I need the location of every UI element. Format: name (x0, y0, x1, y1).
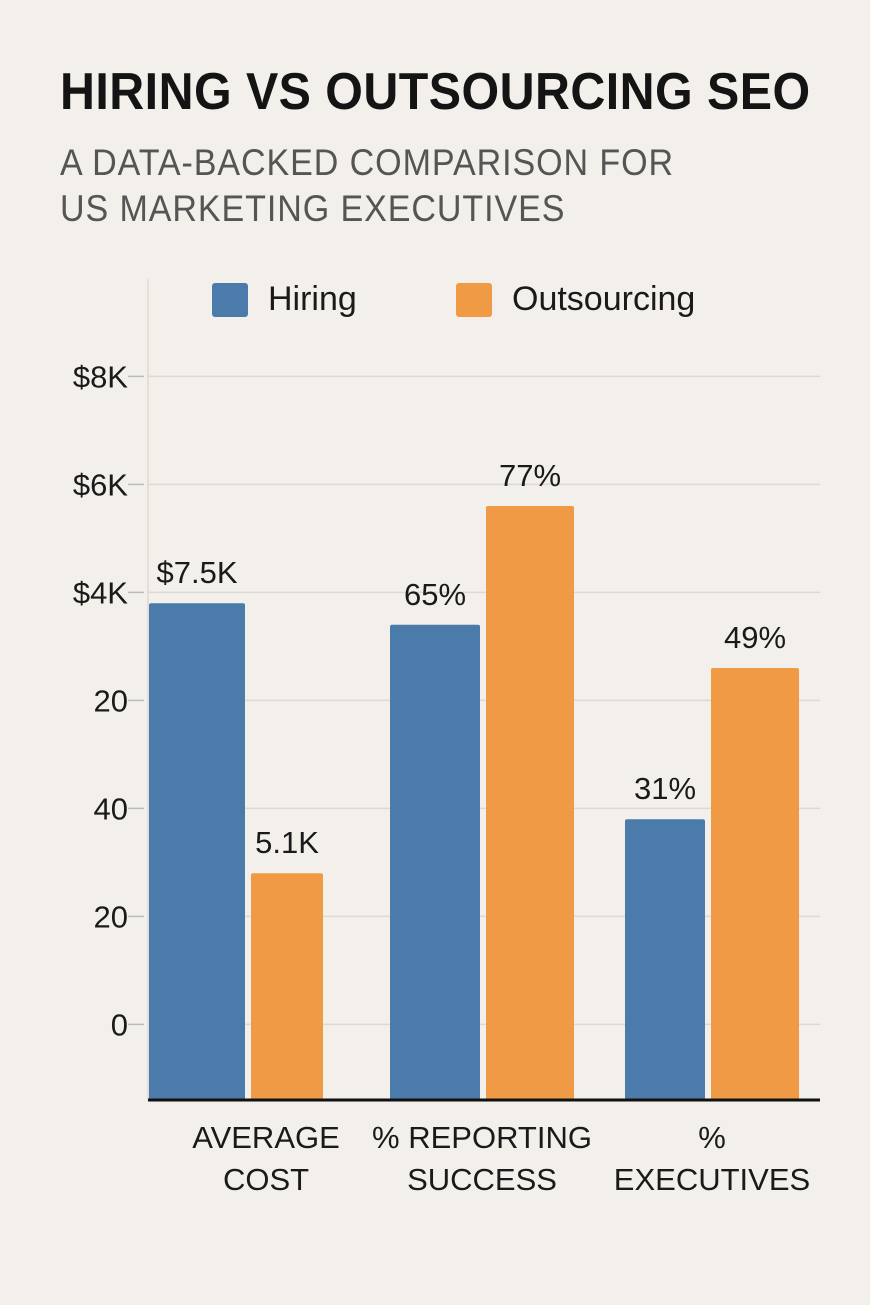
x-tick-label-0: COST (223, 1162, 309, 1197)
data-label-hiring-1: 65% (404, 577, 466, 612)
y-tick-label: $6K (73, 467, 128, 502)
bar-hiring-1 (390, 624, 480, 1100)
y-tick-label: 0 (111, 1007, 128, 1042)
data-label-outsourcing-0: 5.1K (255, 825, 319, 860)
data-label-hiring-2: 31% (634, 771, 696, 806)
bar-hiring-2 (625, 819, 705, 1100)
data-label-outsourcing-1: 77% (499, 458, 561, 493)
chart-title: HIRING VS OUTSOURCING SEO (60, 63, 811, 121)
bar-outsourcing-1 (486, 506, 574, 1100)
bar-hiring-0 (149, 603, 245, 1100)
legend-swatch-hiring (212, 282, 248, 317)
legend-label-hiring: Hiring (268, 280, 357, 318)
x-tick-label-0: AVERAGE (192, 1120, 340, 1155)
legend-item-outsourcing: Outsourcing (456, 280, 695, 319)
y-tick-label: $4K (73, 575, 128, 610)
y-tick-label: 20 (94, 899, 128, 934)
y-tick-label: 20 (94, 683, 128, 718)
data-label-hiring-0: $7.5K (156, 555, 237, 590)
x-tick-label-2: EXECUTIVES (614, 1162, 810, 1197)
x-tick-label-1: % REPORTING (372, 1120, 592, 1155)
y-tick-label: 40 (94, 791, 128, 826)
legend: Hiring Outsourcing (0, 280, 870, 330)
subtitle-line-2: US MARKETING EXECUTIVES (60, 188, 566, 229)
bar-outsourcing-2 (711, 668, 799, 1100)
x-tick-label-2: % (698, 1120, 726, 1155)
y-tick-label: $8K (73, 359, 128, 394)
legend-item-hiring: Hiring (212, 280, 357, 319)
data-label-outsourcing-2: 49% (724, 620, 786, 655)
chart-subtitle: A DATA-BACKED COMPARISON FOR US MARKETIN… (60, 140, 704, 232)
legend-label-outsourcing: Outsourcing (512, 280, 696, 318)
legend-swatch-outsourcing (456, 282, 492, 317)
bar-outsourcing-0 (251, 873, 323, 1100)
subtitle-line-1: A DATA-BACKED COMPARISON FOR (60, 142, 674, 183)
x-tick-label-1: SUCCESS (407, 1162, 557, 1197)
